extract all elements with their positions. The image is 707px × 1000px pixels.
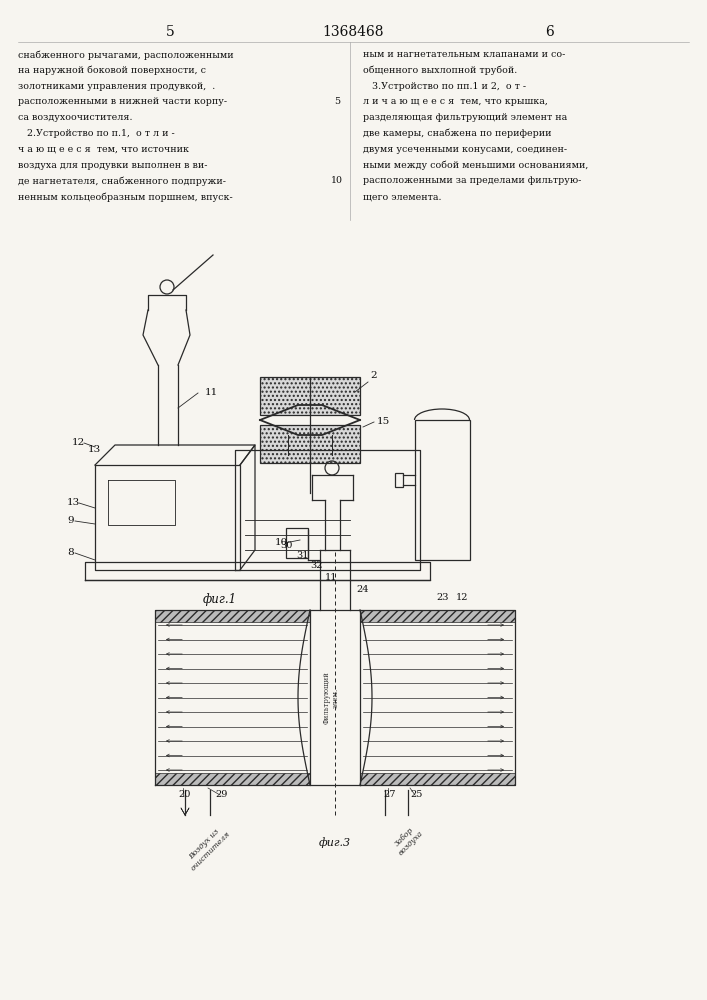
Bar: [155, 773, 310, 785]
Text: воздуха для продувки выполнен в ви-: воздуха для продувки выполнен в ви-: [18, 161, 207, 170]
Text: ч а ю щ е е с я  тем, что источник: ч а ю щ е е с я тем, что источник: [18, 145, 189, 154]
Text: две камеры, снабжена по периферии: две камеры, снабжена по периферии: [363, 129, 551, 138]
Text: 11: 11: [205, 388, 218, 397]
Text: де нагнетателя, снабженного подпружи-: де нагнетателя, снабженного подпружи-: [18, 176, 226, 186]
Text: разделяющая фильтрующий элемент на: разделяющая фильтрующий элемент на: [363, 113, 567, 122]
Text: общенного выхлопной трубой.: общенного выхлопной трубой.: [363, 66, 518, 75]
Bar: [360, 610, 515, 622]
Text: 12: 12: [456, 593, 469, 602]
Text: двумя усеченными конусами, соединен-: двумя усеченными конусами, соединен-: [363, 145, 567, 154]
Text: Забор
воздуха: Забор воздуха: [391, 823, 425, 857]
Text: 30: 30: [280, 541, 293, 550]
Text: 31: 31: [296, 551, 308, 560]
Text: л и ч а ю щ е е с я  тем, что крышка,: л и ч а ю щ е е с я тем, что крышка,: [363, 97, 548, 106]
Text: фиг.1: фиг.1: [203, 593, 237, 606]
Text: 32: 32: [310, 561, 322, 570]
Text: 2: 2: [370, 371, 377, 380]
Text: 23: 23: [436, 593, 448, 602]
Text: 3.Устройство по пп.1 и 2,  о т -: 3.Устройство по пп.1 и 2, о т -: [363, 82, 526, 91]
Text: 13: 13: [88, 445, 101, 454]
Text: расположенными за пределами фильтрую-: расположенными за пределами фильтрую-: [363, 176, 581, 185]
Text: 6: 6: [546, 25, 554, 39]
Bar: [360, 773, 515, 785]
Bar: [286, 528, 308, 558]
Text: 8: 8: [67, 548, 74, 557]
Text: 25: 25: [410, 790, 422, 799]
Text: 13: 13: [67, 498, 81, 507]
Text: 12: 12: [72, 438, 86, 447]
Text: 2.Устройство по п.1,  о т л и -: 2.Устройство по п.1, о т л и -: [18, 129, 175, 138]
Bar: [260, 425, 360, 463]
Text: 27: 27: [383, 790, 395, 799]
Text: 1368468: 1368468: [322, 25, 384, 39]
Text: золотниками управления продувкой,  .: золотниками управления продувкой, .: [18, 82, 215, 91]
Text: 9: 9: [67, 516, 74, 525]
Bar: [260, 377, 360, 415]
Text: 20: 20: [178, 790, 190, 799]
Text: ными между собой меньшими основаниями,: ными между собой меньшими основаниями,: [363, 161, 588, 170]
Bar: [155, 610, 310, 622]
Text: Воздух из
очистителя: Воздух из очистителя: [182, 823, 232, 872]
Text: 15: 15: [377, 417, 390, 426]
Text: фиг.3: фиг.3: [319, 837, 351, 848]
Bar: [395, 473, 403, 487]
Text: на наружной боковой поверхности, с: на наружной боковой поверхности, с: [18, 66, 206, 75]
Text: 24: 24: [356, 585, 368, 594]
Text: ненным кольцеобразным поршнем, впуск-: ненным кольцеобразным поршнем, впуск-: [18, 192, 233, 202]
Bar: [415, 420, 470, 560]
Text: 10: 10: [331, 176, 343, 185]
Text: 5: 5: [165, 25, 175, 39]
Text: ным и нагнетательным клапанами и со-: ным и нагнетательным клапанами и со-: [363, 50, 566, 59]
Text: 5: 5: [334, 97, 340, 106]
Text: 11: 11: [325, 573, 337, 582]
Text: щего элемента.: щего элемента.: [363, 192, 441, 201]
Text: 10: 10: [275, 538, 288, 547]
Text: снабженного рычагами, расположенными: снабженного рычагами, расположенными: [18, 50, 233, 60]
Text: расположенными в нижней части корпу-: расположенными в нижней части корпу-: [18, 97, 227, 106]
Text: са воздухоочистителя.: са воздухоочистителя.: [18, 113, 132, 122]
Text: Фильтрующий
элем.: Фильтрующий элем.: [322, 671, 339, 724]
Text: 29: 29: [215, 790, 228, 799]
